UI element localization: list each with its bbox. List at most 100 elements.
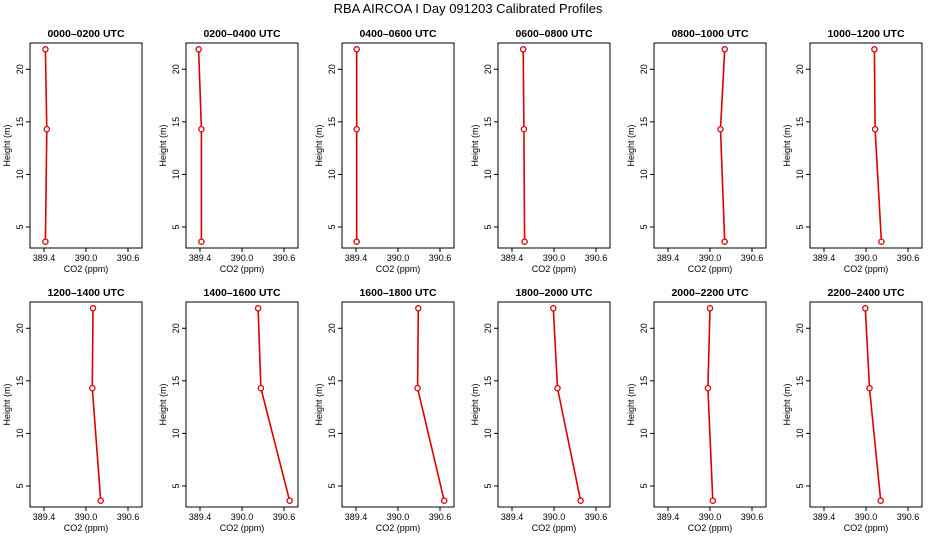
- plot-frame: [29, 301, 143, 508]
- x-axis-label: CO2 (ppm): [220, 264, 265, 274]
- panel-1: 0000–0200 UTC 389.4 390.0 390.6 CO2 (ppm) 5 10…: [2, 28, 143, 274]
- panel-title: 1600–1800 UTC: [359, 287, 436, 299]
- y-tick-label: 10: [639, 428, 649, 438]
- x-tick-label: 389.4: [657, 512, 680, 522]
- data-point: [195, 46, 202, 53]
- y-tick-label: 20: [171, 323, 181, 333]
- y-axis-label: Height (m): [158, 124, 168, 166]
- y-tick-label: 5: [15, 224, 25, 229]
- profile-line: [873, 49, 883, 242]
- y-tick-label: 5: [639, 224, 649, 229]
- x-tick-label: 389.4: [345, 512, 368, 522]
- y-tick-label: 5: [171, 483, 181, 488]
- data-point: [877, 497, 884, 504]
- data-point: [353, 125, 360, 133]
- y-tick-label: 10: [171, 169, 181, 179]
- panel-title: 0000–0200 UTC: [47, 28, 124, 40]
- panel-2: 0200–0400 UTC 389.4 390.0 390.6 CO2 (ppm) 5 10…: [158, 28, 299, 274]
- panel-title: 1000–1200 UTC: [827, 28, 904, 40]
- x-tick-label: 390.0: [75, 253, 98, 263]
- y-tick-label: 15: [327, 376, 337, 386]
- x-tick-label: 390.6: [429, 512, 452, 522]
- x-axis-label: CO2 (ppm): [376, 264, 421, 274]
- data-point: [353, 46, 360, 53]
- y-tick-label: 15: [483, 376, 493, 386]
- x-tick-label: 390.0: [387, 253, 410, 263]
- y-tick-label: 10: [15, 428, 25, 438]
- y-tick-label: 10: [639, 169, 649, 179]
- plot-frame: [341, 301, 455, 508]
- x-tick-label: 390.6: [585, 253, 608, 263]
- data-point: [554, 384, 561, 392]
- y-axis-label: Height (m): [782, 124, 792, 166]
- profile-line: [522, 49, 526, 242]
- y-tick-label: 15: [327, 117, 337, 127]
- y-tick-label: 20: [639, 323, 649, 333]
- x-tick-label: 389.4: [189, 253, 212, 263]
- x-tick-label: 390.6: [741, 253, 764, 263]
- panel-9: 1600–1800 UTC 389.4 390.0 390.6 CO2 (ppm) 5 10…: [314, 287, 455, 533]
- x-tick-label: 390.6: [273, 253, 296, 263]
- panel-5: 0800–1000 UTC 389.4 390.0 390.6 CO2 (ppm) 5 10…: [626, 28, 767, 274]
- profile-line: [707, 308, 714, 501]
- data-point: [286, 497, 293, 504]
- x-axis-label: CO2 (ppm): [376, 523, 421, 533]
- panel-8: 1400–1600 UTC 389.4 390.0 390.6 CO2 (ppm) 5 10…: [158, 287, 299, 533]
- profile-line: [44, 49, 48, 242]
- plot-frame: [185, 42, 299, 249]
- x-tick-label: 390.6: [741, 512, 764, 522]
- y-axis-label: Height (m): [626, 124, 636, 166]
- y-axis-label: Height (m): [158, 383, 168, 425]
- panel-6: 1000–1200 UTC 389.4 390.0 390.6 CO2 (ppm) 5 10…: [782, 28, 923, 274]
- y-tick-label: 15: [795, 117, 805, 127]
- y-axis-label: Height (m): [470, 124, 480, 166]
- data-point: [43, 125, 51, 133]
- y-tick-label: 5: [795, 224, 805, 229]
- panel-title: 1200–1400 UTC: [47, 287, 124, 299]
- x-tick-label: 390.0: [75, 512, 98, 522]
- panel-title: 2200–2400 UTC: [827, 287, 904, 299]
- y-tick-label: 5: [327, 224, 337, 229]
- x-tick-label: 389.4: [813, 512, 836, 522]
- data-point: [89, 305, 97, 312]
- x-tick-label: 389.4: [657, 253, 680, 263]
- y-tick-label: 10: [795, 169, 805, 179]
- data-point: [415, 305, 422, 312]
- x-tick-label: 389.4: [501, 512, 524, 522]
- x-axis-label: CO2 (ppm): [220, 523, 265, 533]
- x-axis-label: CO2 (ppm): [532, 523, 577, 533]
- x-tick-label: 390.0: [387, 512, 410, 522]
- x-tick-label: 390.6: [117, 253, 140, 263]
- y-tick-label: 15: [795, 376, 805, 386]
- data-point: [866, 384, 873, 392]
- x-tick-label: 390.6: [585, 512, 608, 522]
- panel-title: 2000–2200 UTC: [671, 287, 748, 299]
- data-point: [521, 238, 528, 245]
- x-tick-label: 390.0: [699, 512, 722, 522]
- y-axis-label: Height (m): [782, 383, 792, 425]
- data-point: [520, 125, 528, 133]
- y-tick-label: 15: [171, 376, 181, 386]
- y-axis-label: Height (m): [314, 383, 324, 425]
- x-tick-label: 389.4: [189, 512, 212, 522]
- y-tick-label: 10: [15, 169, 25, 179]
- y-tick-label: 5: [483, 224, 493, 229]
- data-point: [257, 384, 265, 392]
- data-point: [519, 46, 527, 53]
- x-axis-label: CO2 (ppm): [844, 523, 889, 533]
- y-tick-label: 10: [327, 428, 337, 438]
- data-point: [704, 384, 712, 392]
- data-point: [709, 497, 717, 504]
- x-axis-label: CO2 (ppm): [64, 523, 109, 533]
- data-point: [89, 384, 96, 392]
- y-tick-label: 5: [795, 483, 805, 488]
- panel-11: 2000–2200 UTC 389.4 390.0 390.6 CO2 (ppm) 5 10…: [626, 287, 767, 533]
- y-tick-label: 20: [483, 64, 493, 74]
- x-tick-label: 390.6: [897, 253, 920, 263]
- x-tick-label: 390.6: [897, 512, 920, 522]
- panel-title: 1400–1600 UTC: [203, 287, 280, 299]
- x-tick-label: 390.0: [231, 253, 254, 263]
- data-point: [550, 305, 557, 312]
- x-tick-label: 390.0: [543, 512, 566, 522]
